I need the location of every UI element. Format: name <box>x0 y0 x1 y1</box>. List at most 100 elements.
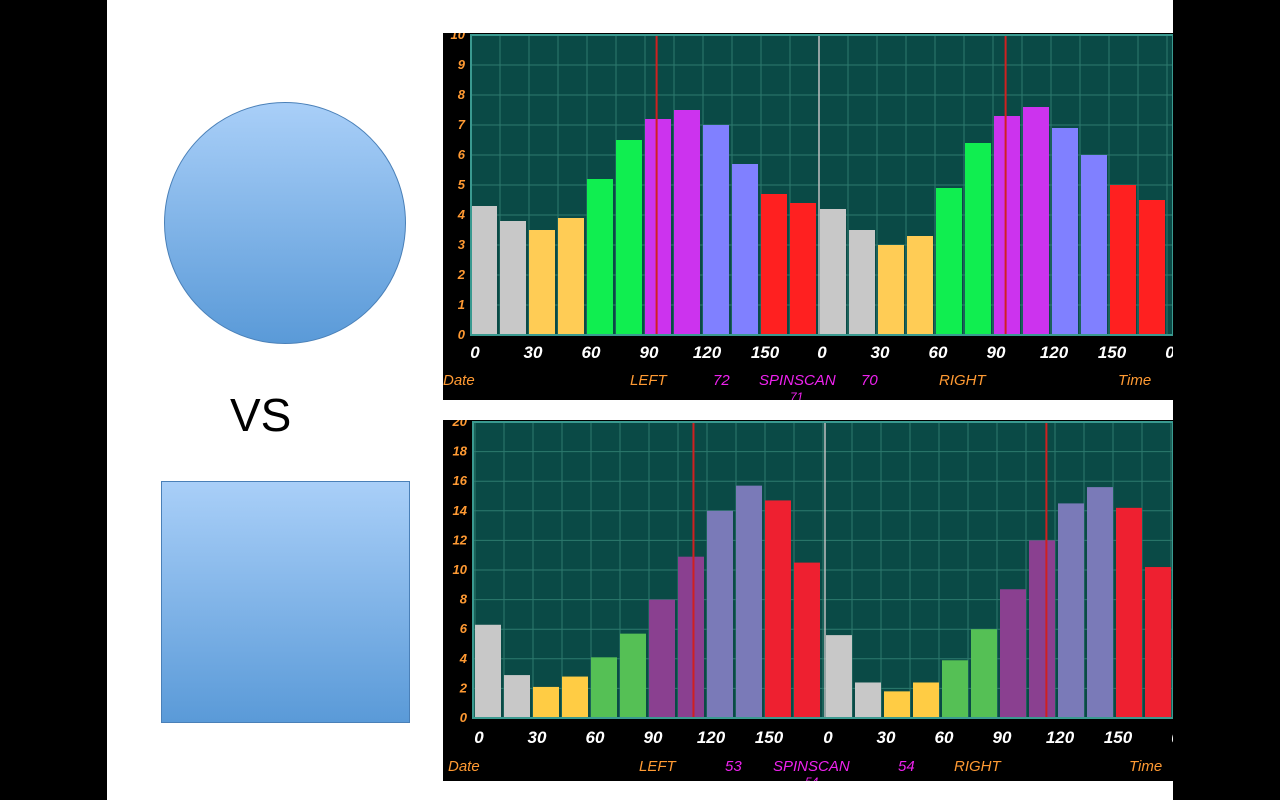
left-bar <box>794 562 820 718</box>
right-bar <box>1081 155 1107 335</box>
right-bar <box>1116 507 1142 718</box>
right-bar <box>1029 540 1055 718</box>
footer-left-label: LEFT <box>630 372 669 389</box>
y-tick-label: 3 <box>458 237 466 252</box>
left-bar <box>645 119 671 335</box>
plot-border <box>470 34 1173 336</box>
circle-shape <box>164 102 406 344</box>
y-tick-label: 1 <box>458 297 465 312</box>
left-bar <box>674 110 700 335</box>
right-bar <box>855 682 881 718</box>
left-bar <box>529 230 555 335</box>
x-tick-label-left: 90 <box>644 728 663 747</box>
x-tick-label-left: 60 <box>582 343 601 362</box>
y-tick-label: 12 <box>453 532 468 547</box>
y-tick-label: 8 <box>460 592 468 607</box>
right-bar <box>820 209 846 335</box>
footer-spinscan-label: SPINSCAN <box>773 758 850 775</box>
x-tick-label-left: 150 <box>755 728 784 747</box>
x-tick-label-right: 90 <box>987 343 1006 362</box>
y-tick-label: 2 <box>459 680 468 695</box>
footer-time: Time <box>1129 758 1162 775</box>
x-tick-label-left: 90 <box>640 343 659 362</box>
x-tick-label-right: 0 <box>1171 728 1173 747</box>
left-bar <box>475 624 501 718</box>
x-tick-label-left: 120 <box>693 343 722 362</box>
y-tick-label: 5 <box>458 177 466 192</box>
left-bar <box>649 599 675 718</box>
x-tick-label-left: 120 <box>697 728 726 747</box>
footer-left-value: 53 <box>725 758 742 775</box>
left-bar <box>765 500 791 718</box>
left-bar <box>732 164 758 335</box>
right-bar <box>826 635 852 718</box>
footer-left-value: 72 <box>713 372 730 389</box>
x-tick-label-right: 0 <box>817 343 827 362</box>
x-tick-label-left: 60 <box>586 728 605 747</box>
left-bar <box>533 686 559 718</box>
right-bar <box>849 230 875 335</box>
y-tick-label: 18 <box>453 444 468 459</box>
spinscan-chart-bottom-svg: 0 2 4 6 8 10 12 14 16 18 20 0 30 60 90 120 150 0 30 60 90 120… <box>448 420 1173 781</box>
y-tick-label: 6 <box>458 147 466 162</box>
left-bar <box>500 221 526 335</box>
right-bar <box>1087 487 1113 718</box>
left-bar <box>591 657 617 718</box>
y-tick-label: 10 <box>453 562 468 577</box>
footer-spinscan-value: 70 <box>861 372 878 389</box>
vs-label: VS <box>230 389 292 441</box>
y-tick-label: 20 <box>452 420 468 429</box>
right-bar <box>884 691 910 718</box>
left-bar <box>620 633 646 718</box>
footer-spinscan-sub: 71 <box>790 390 803 400</box>
right-bar <box>913 682 939 718</box>
right-bar <box>971 629 997 718</box>
x-tick-label-right: 120 <box>1040 343 1069 362</box>
footer-spinscan-label: SPINSCAN <box>759 372 836 389</box>
footer-spinscan-sub: 54 <box>805 775 819 781</box>
x-tick-label-left: 150 <box>751 343 780 362</box>
footer-spinscan-value: 54 <box>898 758 915 775</box>
y-tick-label: 9 <box>458 57 466 72</box>
x-tick-label-right: 150 <box>1104 728 1133 747</box>
footer-right-label: RIGHT <box>954 758 1003 775</box>
y-tick-label: 6 <box>460 621 468 636</box>
x-tick-label-right: 0 <box>823 728 833 747</box>
right-bar <box>1139 200 1165 335</box>
x-tick-label-left: 30 <box>524 343 543 362</box>
left-bar <box>678 556 704 718</box>
footer-time: Time <box>1118 372 1151 389</box>
right-bar <box>878 245 904 335</box>
y-tick-label: 2 <box>457 267 466 282</box>
left-bar <box>558 218 584 335</box>
spinscan-chart-top-svg: 0 1 2 3 4 5 6 7 8 9 10 0 30 60 90 120 150 0 30 60 90 120 150 0 D… <box>443 33 1173 400</box>
left-bar <box>761 194 787 335</box>
x-tick-label-left: 0 <box>470 343 480 362</box>
left-bar <box>562 676 588 718</box>
right-bar <box>965 143 991 335</box>
left-bar <box>707 510 733 718</box>
spinscan-chart-bottom: 0 2 4 6 8 10 12 14 16 18 20 0 30 60 90 120 150 0 30 60 90 120… <box>443 420 1173 781</box>
spinscan-chart-top: 0 1 2 3 4 5 6 7 8 9 10 0 30 60 90 120 150 0 30 60 90 120 150 0 D… <box>443 33 1173 400</box>
x-tick-label-right: 30 <box>871 343 890 362</box>
footer-left-label: LEFT <box>639 758 678 775</box>
y-tick-label: 10 <box>451 33 466 42</box>
footer-right-label: RIGHT <box>939 372 988 389</box>
x-tick-label-right: 150 <box>1098 343 1127 362</box>
right-bar <box>942 660 968 718</box>
x-tick-label-right: 60 <box>935 728 954 747</box>
y-tick-label: 16 <box>453 473 468 488</box>
y-tick-label: 8 <box>458 87 466 102</box>
square-shape <box>161 481 410 723</box>
x-tick-label-right: 120 <box>1046 728 1075 747</box>
x-tick-label-right: 90 <box>993 728 1012 747</box>
y-tick-label: 4 <box>457 207 466 222</box>
y-tick-label: 0 <box>458 327 466 342</box>
x-tick-label-right: 60 <box>929 343 948 362</box>
x-tick-label-right: 30 <box>877 728 896 747</box>
footer-date: Date <box>448 758 480 775</box>
left-bar <box>587 179 613 335</box>
x-tick-label-left: 0 <box>474 728 484 747</box>
right-bar <box>936 188 962 335</box>
right-bar <box>1058 503 1084 718</box>
